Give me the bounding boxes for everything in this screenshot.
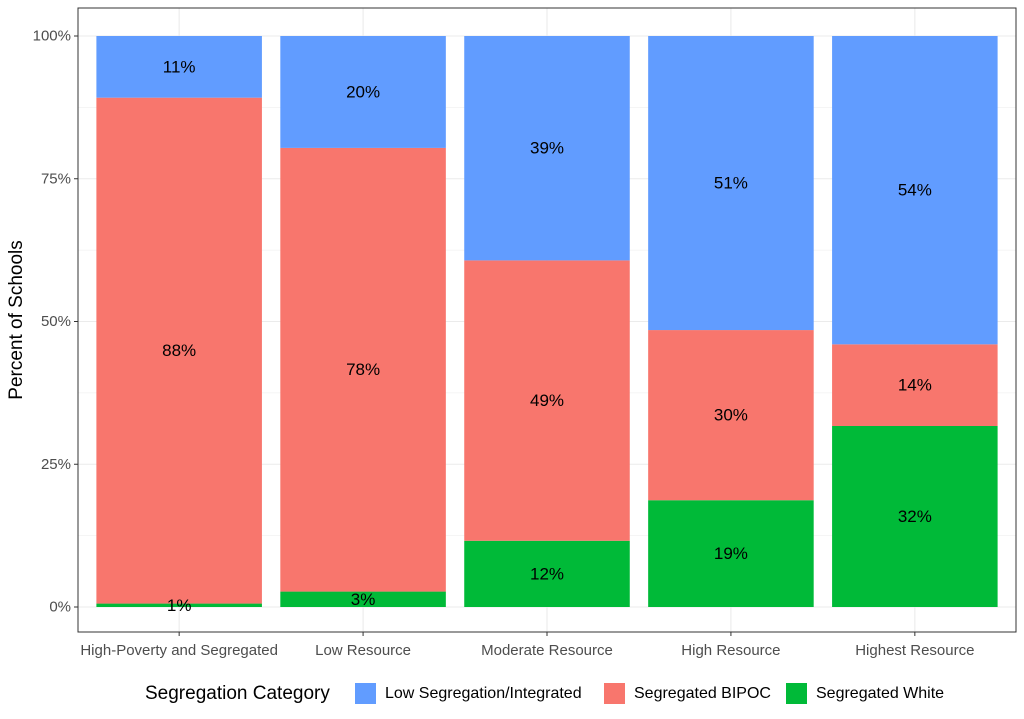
legend-label: Low Segregation/Integrated bbox=[385, 685, 582, 702]
bar-segment bbox=[96, 603, 262, 607]
bar-segment bbox=[96, 36, 262, 98]
legend-label: Segregated White bbox=[816, 685, 944, 702]
bar-value-label: 88% bbox=[162, 341, 196, 360]
legend-key bbox=[355, 683, 376, 704]
bar-value-label: 19% bbox=[714, 544, 748, 563]
bar-value-label: 39% bbox=[530, 139, 564, 158]
bar-value-label: 1% bbox=[167, 596, 192, 615]
bar-segment bbox=[648, 500, 814, 607]
bar-segment bbox=[464, 540, 630, 607]
bar-segment bbox=[832, 344, 998, 426]
x-tick-label: High-Poverty and Segregated bbox=[80, 642, 278, 659]
bar-labels: 1% 88% 11% 3% 78% 20% 12% 49% 39% 19% 30% 51% 32% 14%… bbox=[162, 57, 932, 614]
axes: 0% 25% 50% 75% 100% High-Poverty and Segregat… bbox=[33, 28, 975, 660]
bar-value-label: 12% bbox=[530, 564, 564, 583]
bar-value-label: 49% bbox=[530, 391, 564, 410]
bar-segment bbox=[648, 36, 814, 331]
y-tick-label: 100% bbox=[33, 28, 71, 45]
bar-segment bbox=[280, 147, 446, 592]
bar-segment bbox=[96, 97, 262, 604]
y-tick-label: 25% bbox=[41, 456, 71, 473]
bar-segment bbox=[832, 425, 998, 607]
bar-value-label: 30% bbox=[714, 406, 748, 425]
x-tick-label: Low Resource bbox=[315, 642, 411, 659]
legend-key bbox=[786, 683, 807, 704]
bar-value-label: 78% bbox=[346, 360, 380, 379]
x-tick-label: High Resource bbox=[681, 642, 780, 659]
y-tick-label: 75% bbox=[41, 170, 71, 187]
bar-value-label: 51% bbox=[714, 174, 748, 193]
bar-segment bbox=[832, 36, 998, 345]
bar-segment bbox=[648, 330, 814, 501]
legend: Segregation Category Low Segregation/Int… bbox=[145, 683, 944, 704]
bar-value-label: 11% bbox=[163, 57, 196, 76]
x-tick-label: Moderate Resource bbox=[481, 642, 613, 659]
bar-segment bbox=[280, 591, 446, 607]
bar-segment bbox=[464, 36, 630, 261]
bar-value-label: 14% bbox=[898, 376, 932, 395]
bar-value-label: 3% bbox=[351, 590, 376, 609]
bar-segment bbox=[280, 36, 446, 148]
bars bbox=[96, 36, 998, 607]
bar-value-label: 20% bbox=[346, 82, 380, 101]
y-axis-title: Percent of Schools bbox=[6, 240, 27, 399]
x-tick-label: Highest Resource bbox=[855, 642, 974, 659]
y-tick-label: 0% bbox=[49, 599, 71, 616]
legend-label: Segregated BIPOC bbox=[634, 685, 771, 702]
bar-value-label: 32% bbox=[898, 507, 932, 526]
bar-value-label: 54% bbox=[898, 181, 932, 200]
bar-segment bbox=[464, 260, 630, 541]
legend-key bbox=[604, 683, 625, 704]
y-tick-label: 50% bbox=[41, 313, 71, 330]
legend-title: Segregation Category bbox=[145, 683, 330, 704]
